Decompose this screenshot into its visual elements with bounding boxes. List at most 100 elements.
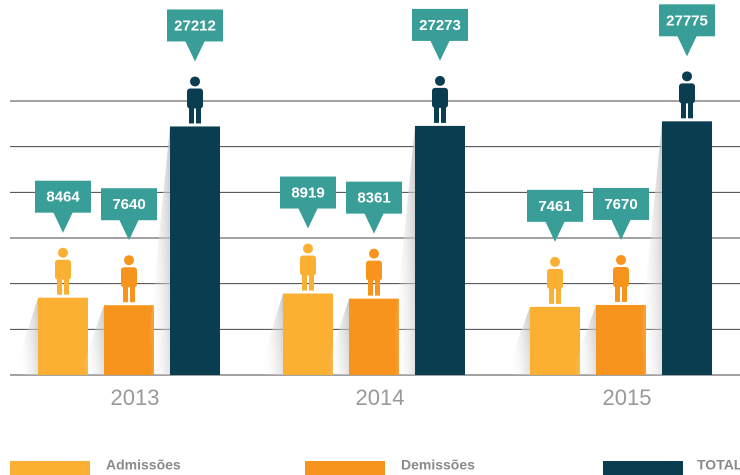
- icon-leg: [375, 276, 380, 296]
- value-label: 8464: [46, 189, 80, 206]
- value-label: 7670: [604, 196, 637, 213]
- legend-swatch: [10, 461, 90, 475]
- icon-leg: [64, 275, 69, 295]
- icon-head: [190, 76, 200, 87]
- icon-leg: [622, 282, 627, 302]
- value-label-box: [101, 188, 157, 221]
- bar-shadow: [505, 306, 530, 375]
- bar-shadow: [390, 125, 415, 375]
- person-icon: [679, 71, 695, 119]
- bar: [596, 304, 646, 375]
- x-tick-label: 2014: [356, 385, 405, 410]
- value-label: 7640: [112, 196, 145, 213]
- value-label-pointer: [185, 40, 205, 62]
- person-icon: [187, 76, 203, 124]
- icon-head: [435, 75, 445, 86]
- bar-shadow: [13, 297, 38, 375]
- icon-body: [121, 267, 137, 288]
- bar-shadow: [571, 304, 596, 375]
- icon-leg: [196, 104, 201, 124]
- icon-head: [58, 247, 68, 258]
- icon-leg: [681, 99, 686, 119]
- value-label-box: [35, 180, 91, 213]
- value-label-pointer: [611, 218, 631, 240]
- bar: [170, 126, 220, 375]
- x-tick-label: 2015: [603, 385, 652, 410]
- x-tick-label: 2013: [111, 385, 160, 410]
- value-label-pointer: [430, 39, 450, 61]
- value-label-box: [412, 8, 468, 41]
- icon-leg: [57, 275, 62, 295]
- value-label-box: [280, 176, 336, 209]
- icon-body: [187, 88, 203, 109]
- legend-label: TOTAL: [697, 457, 740, 473]
- value-label-box: [527, 189, 583, 222]
- icon-head: [124, 255, 134, 266]
- value-label-pointer: [545, 220, 565, 242]
- icon-leg: [368, 276, 373, 296]
- value-label-pointer: [119, 219, 139, 241]
- icon-leg: [123, 283, 128, 303]
- icon-leg: [130, 283, 135, 303]
- value-label: 27212: [174, 17, 216, 34]
- icon-leg: [302, 271, 307, 291]
- icon-leg: [434, 103, 439, 123]
- person-icon: [432, 75, 448, 123]
- person-icon: [55, 247, 71, 295]
- bar: [104, 305, 154, 375]
- person-icon: [121, 255, 137, 303]
- icon-leg: [556, 284, 561, 304]
- bar: [415, 125, 465, 375]
- icon-head: [616, 254, 626, 265]
- icon-head: [682, 71, 692, 82]
- bar-shadow: [145, 126, 170, 375]
- value-label-box: [346, 181, 402, 214]
- icon-leg: [688, 99, 693, 119]
- value-label: 27273: [419, 17, 461, 34]
- legend-label: Admissões: [106, 457, 181, 473]
- bar-shadow: [258, 293, 283, 375]
- person-icon: [547, 256, 563, 304]
- person-icon: [300, 243, 316, 291]
- value-label: 8919: [291, 185, 324, 202]
- value-label-box: [593, 187, 649, 220]
- icon-body: [300, 255, 316, 276]
- legend-swatch: [305, 461, 385, 475]
- person-icon: [613, 254, 629, 302]
- bar-shadow: [637, 121, 662, 376]
- bar: [662, 121, 712, 376]
- icon-leg: [615, 282, 620, 302]
- bar-shadow: [79, 305, 104, 375]
- bar: [349, 298, 399, 375]
- value-label-box: [167, 9, 223, 42]
- icon-body: [55, 259, 71, 280]
- icon-head: [550, 256, 560, 267]
- bar: [530, 306, 580, 375]
- icon-body: [432, 87, 448, 108]
- value-label-pointer: [364, 212, 384, 234]
- icon-body: [366, 260, 382, 281]
- icon-body: [613, 266, 629, 287]
- bar: [38, 297, 88, 375]
- icon-leg: [309, 271, 314, 291]
- value-label: 7461: [538, 198, 571, 215]
- value-label-pointer: [53, 211, 73, 233]
- value-label-pointer: [677, 35, 697, 57]
- icon-body: [547, 268, 563, 289]
- icon-head: [369, 248, 379, 259]
- value-label: 8361: [357, 190, 390, 207]
- value-label-box: [659, 4, 715, 37]
- legend-swatch: [603, 461, 683, 475]
- person-icon: [366, 248, 382, 296]
- value-label-pointer: [298, 207, 318, 229]
- legend-label: Demissões: [401, 457, 475, 473]
- bar: [283, 293, 333, 375]
- icon-head: [303, 243, 313, 254]
- icon-leg: [189, 104, 194, 124]
- value-label: 27775: [666, 12, 708, 29]
- icon-body: [679, 83, 695, 104]
- icon-leg: [441, 103, 446, 123]
- icon-leg: [549, 284, 554, 304]
- bar-shadow: [324, 298, 349, 375]
